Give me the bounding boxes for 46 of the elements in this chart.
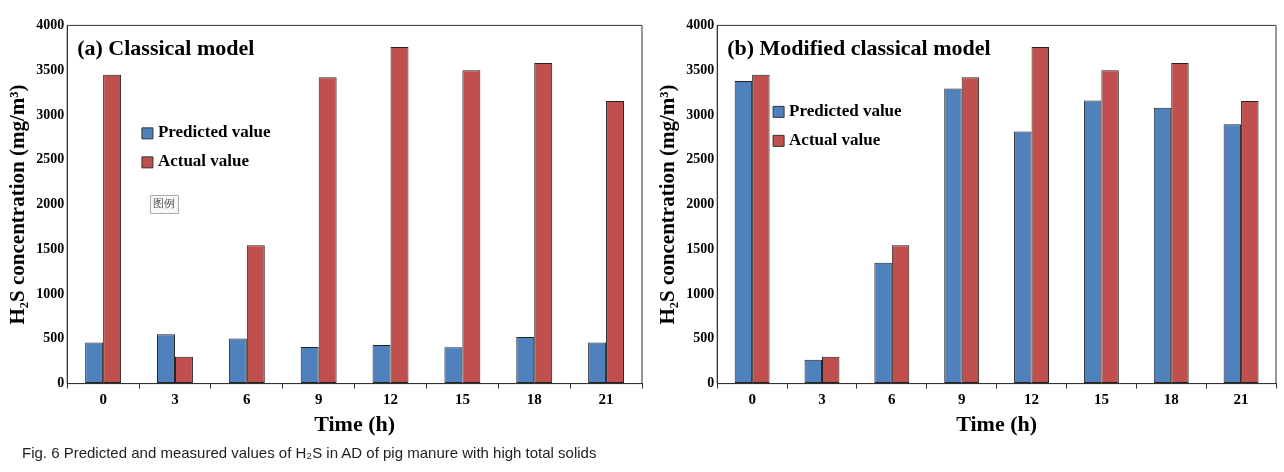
x-tick-label: 12 <box>1024 391 1040 408</box>
y-tick-label: 4000 <box>686 17 715 33</box>
text: (a) Classical model <box>77 35 255 61</box>
x-tick-label: 9 <box>957 391 966 408</box>
x-tick-label: 21 <box>598 391 614 408</box>
y-tick-label: 3000 <box>36 106 65 122</box>
x-tick-label: 0 <box>748 391 756 408</box>
y-tick-label: 2000 <box>686 196 715 212</box>
legend-label: Predicted value <box>157 122 271 142</box>
y-tick-label: 0 <box>707 375 715 391</box>
y-tick-label: 3500 <box>36 61 65 77</box>
legend-label: Predicted value <box>789 100 903 120</box>
annotation: 图例 <box>153 197 176 211</box>
x-tick-label: 9 <box>314 391 323 408</box>
y-tick-label: 1000 <box>686 285 715 301</box>
x-tick-label: 21 <box>1233 391 1249 408</box>
x-tick-label: 18 <box>526 391 542 408</box>
x-tick-label: 15 <box>1093 391 1109 408</box>
legend-label: Actual value <box>157 151 250 171</box>
legend-label: Actual value <box>789 129 881 149</box>
y-tick-label: 0 <box>57 375 65 391</box>
text: (b) Modified classical model <box>727 35 991 61</box>
x-tick-label: 6 <box>243 391 252 408</box>
x-tick-label: 3 <box>818 391 826 408</box>
y-tick-label: 4000 <box>36 17 65 33</box>
y-axis-title: H₂S concentration (mg/m³) <box>655 84 680 325</box>
x-tick-label: 3 <box>171 391 179 408</box>
y-tick-label: 1500 <box>686 240 715 256</box>
x-tick-label: 6 <box>888 391 897 408</box>
x-axis-title: Time (h) <box>314 411 396 437</box>
x-tick-label: 0 <box>99 391 107 408</box>
y-tick-label: 3000 <box>686 106 715 122</box>
y-tick-label: 2500 <box>36 151 65 167</box>
y-tick-label: 1500 <box>36 240 65 256</box>
x-tick-label: 12 <box>383 391 399 408</box>
x-axis-title: Time (h) <box>956 411 1038 437</box>
caption: Fig. 6 Predicted and measured values of H₂S in AD of pig manure with high total solids <box>22 444 597 461</box>
y-axis-title: H₂S concentration (mg/m³) <box>5 84 30 325</box>
y-tick-label: 500 <box>693 330 715 346</box>
y-tick-label: 1000 <box>36 285 65 301</box>
y-tick-label: 2500 <box>686 151 715 167</box>
y-tick-label: 3500 <box>686 61 715 77</box>
y-tick-label: 2000 <box>36 196 65 212</box>
x-tick-label: 15 <box>454 391 470 408</box>
x-tick-label: 18 <box>1163 391 1179 408</box>
y-tick-label: 500 <box>43 330 65 346</box>
